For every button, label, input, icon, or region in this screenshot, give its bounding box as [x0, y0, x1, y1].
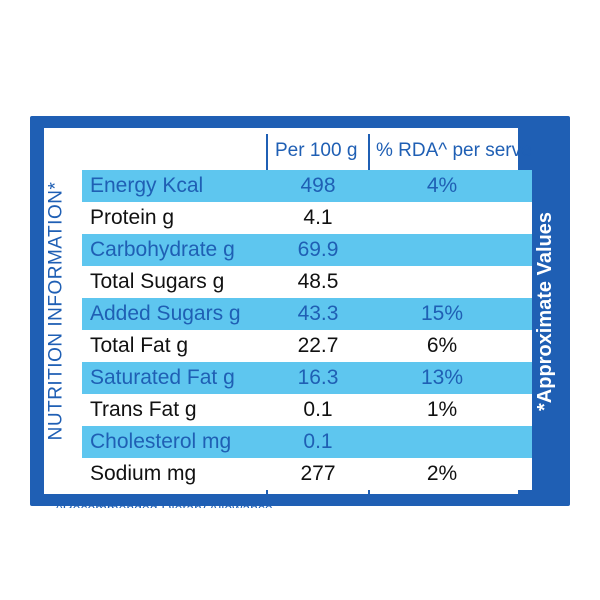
nutrient-per100: 277: [300, 462, 336, 485]
table-row: Cholesterol mg 0.1: [82, 426, 532, 458]
table-row: Energy Kcal 498 4%: [82, 170, 532, 202]
nutrition-table: Per 100 g % RDA^ per serve Energy Kcal 4…: [82, 134, 532, 490]
nutrient-name: Carbohydrate g: [90, 238, 235, 261]
nutrient-rda: 1%: [426, 398, 458, 421]
side-title-text: NUTRITION INFORMATION*: [45, 181, 66, 441]
nutrient-name: Cholesterol mg: [90, 430, 232, 453]
nutrient-per100: 48.5: [297, 270, 339, 293]
nutrient-rda: 6%: [426, 334, 458, 357]
table-row: Total Fat g 22.7 6%: [82, 330, 532, 362]
nutrient-name: Sodium mg: [90, 462, 197, 485]
nutrient-name: Energy Kcal: [90, 174, 204, 197]
footer-note: ^Recommended Dietary Allowance: [56, 500, 273, 508]
nutrient-rda: 4%: [426, 174, 458, 197]
nutrient-name: Protein g: [90, 206, 175, 229]
nutrient-per100: 0.1: [303, 398, 333, 421]
header-rda: % RDA^ per serve: [376, 140, 532, 161]
nutrient-per100: 69.9: [297, 238, 339, 261]
nutrient-rda: 13%: [420, 366, 464, 389]
table-row: Protein g 4.1: [82, 202, 532, 234]
table-row: Sodium mg 277 2%: [82, 458, 532, 490]
table-row: Total Sugars g 48.5: [82, 266, 532, 298]
side-note-text: *Approximate Values: [533, 211, 556, 411]
side-title: NUTRITION INFORMATION*: [36, 128, 76, 494]
nutrient-per100: 22.7: [297, 334, 339, 357]
table-row: Trans Fat g 0.1 1%: [82, 394, 532, 426]
table-row: Carbohydrate g 69.9: [82, 234, 532, 266]
nutrient-rda: 15%: [420, 302, 464, 325]
nutrient-name: Total Fat g: [90, 334, 189, 357]
nutrient-per100: 498: [300, 174, 336, 197]
nutrient-per100: 16.3: [297, 366, 339, 389]
header-per-100g: Per 100 g: [275, 140, 358, 161]
nutrient-per100: 0.1: [303, 430, 333, 453]
nutrient-rda: 2%: [426, 462, 458, 485]
nutrient-per100: 43.3: [297, 302, 339, 325]
nutrient-name: Total Sugars g: [90, 270, 225, 293]
table-header: Per 100 g % RDA^ per serve: [82, 134, 532, 170]
nutrient-per100: 4.1: [303, 206, 333, 229]
nutrient-name: Saturated Fat g: [90, 366, 235, 389]
nutrient-name: Trans Fat g: [90, 398, 197, 421]
table-row: Added Sugars g 43.3 15%: [82, 298, 532, 330]
table-row: Saturated Fat g 16.3 13%: [82, 362, 532, 394]
nutrient-name: Added Sugars g: [90, 302, 241, 325]
